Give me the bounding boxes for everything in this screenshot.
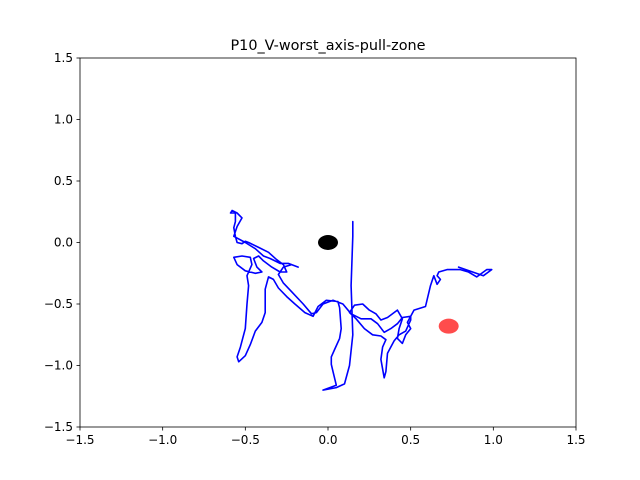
y-tick-label: −1.5 [44,420,73,434]
x-tick-label: 1.0 [484,433,503,447]
y-tick-label: 1.0 [54,113,73,127]
x-tick-label: −1.5 [65,433,94,447]
x-tick-label: −0.5 [231,433,260,447]
start-marker [318,235,338,250]
trajectory-line [229,209,493,391]
x-axis: −1.5 −1.0 −0.5 0.0 0.5 1.0 1.5 [65,427,586,447]
chart-title: P10_V-worst_axis-pull-zone [230,38,425,54]
y-tick-label: 0.5 [54,174,73,188]
x-tick-label: 0.5 [401,433,420,447]
x-tick-label: 1.5 [566,433,585,447]
plot-area [229,209,493,391]
y-tick-label: 0.0 [54,236,73,250]
axes-frame [79,57,577,428]
target-marker [438,318,459,334]
y-tick-label: 1.5 [54,51,73,65]
y-tick-label: −1.0 [44,359,73,373]
x-tick-label: −1.0 [148,433,177,447]
y-tick-label: −0.5 [44,297,73,311]
x-tick-label: 0.0 [318,433,337,447]
y-axis: −1.5 −1.0 −0.5 0.0 0.5 1.0 1.5 [44,51,80,434]
